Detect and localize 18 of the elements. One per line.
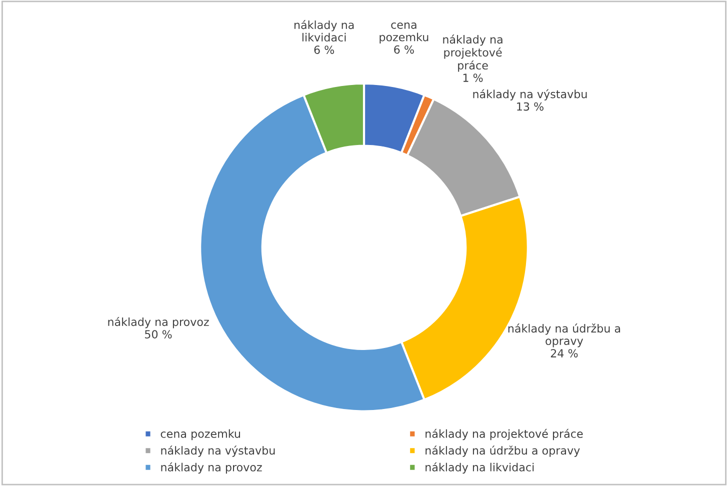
slice-label: náklady na provoz [108,317,209,328]
legend-label: náklady na údržbu a opravy [426,446,580,457]
slice-label: náklady na výstavbu [473,89,587,100]
data-label: 13 % [517,102,544,111]
legend-label: cena pozemku [160,429,240,440]
slice-label: náklady na projektové práce [443,34,502,72]
data-label: 24 % [550,349,578,358]
legend-label: náklady na výstavbu [161,446,275,457]
legend-label: náklady na provoz [161,462,262,474]
slice-label: cena pozemku [380,22,428,44]
data-label: 6 % [394,45,414,54]
slice-label: náklady na údržbu a opravy [508,324,620,348]
data-label: 1 % [463,74,483,82]
data-label: 6 % [314,46,334,54]
legend-label: náklady na projektové práce [426,428,583,440]
legend-label: náklady na likvidaci [426,462,534,474]
data-label: 50 % [145,330,172,339]
slice-label: náklady na likvidaci [294,20,354,42]
